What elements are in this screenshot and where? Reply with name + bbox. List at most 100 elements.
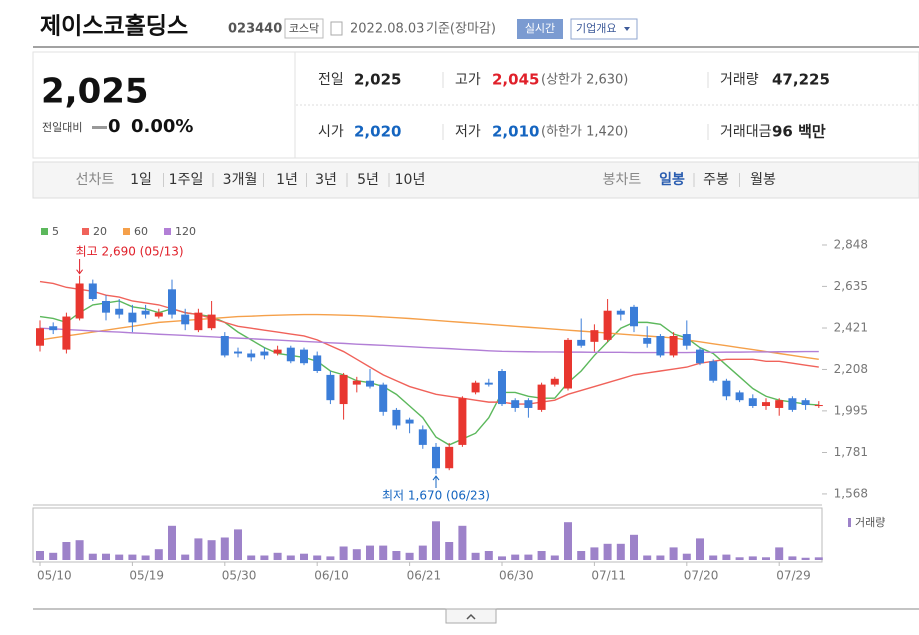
- candle-body: [524, 400, 533, 408]
- x-tick-label: 06/30: [499, 569, 534, 583]
- volume-bar: [234, 529, 242, 560]
- volume-bar: [88, 553, 97, 560]
- tab[interactable]: 일봉: [659, 172, 685, 188]
- tab[interactable]: 3개월: [223, 172, 258, 188]
- volume-bar: [550, 555, 559, 560]
- candle-body: [432, 446, 440, 469]
- candle-body: [788, 398, 797, 410]
- volume-bar: [405, 552, 414, 560]
- summary-value: 2,020: [354, 123, 401, 141]
- candle-body: [498, 371, 506, 405]
- volume-bar: [115, 554, 124, 560]
- candle-body: [154, 312, 163, 317]
- candle-body: [194, 312, 203, 331]
- candle-body: [801, 400, 810, 406]
- volume-bar: [814, 557, 823, 560]
- price: 2,025: [41, 72, 149, 112]
- tab[interactable]: 5년: [357, 172, 379, 188]
- candle-body: [247, 353, 256, 358]
- candle-body: [181, 314, 190, 325]
- max-annotation: 최고 2,690 (05/13): [76, 245, 184, 259]
- candle-body: [141, 310, 150, 315]
- candle-body: [656, 335, 665, 356]
- summary-value: 2,045: [492, 71, 539, 89]
- x-tick-label: 05/10: [37, 569, 72, 583]
- volume-bar: [445, 542, 454, 560]
- volume-bar: [564, 522, 572, 560]
- tab[interactable]: 10년: [395, 172, 426, 188]
- y-tick-label: 1,781: [834, 445, 868, 459]
- summary-label: 전일: [318, 72, 344, 88]
- tab[interactable]: 월봉: [750, 172, 776, 188]
- company-button[interactable]: [570, 18, 638, 40]
- flat-icon: [92, 126, 107, 129]
- candle-body: [550, 378, 559, 385]
- candle-body: [300, 349, 308, 364]
- ma-line: [39, 327, 819, 354]
- volume-bar: [313, 555, 322, 560]
- tab[interactable]: 1주일: [169, 172, 204, 188]
- volume-bar: [432, 521, 440, 560]
- volume-bar: [154, 549, 163, 560]
- volume-bar: [788, 556, 797, 560]
- volume-bar: [524, 554, 533, 560]
- volume-bar: [537, 551, 546, 560]
- volume-bar: [339, 546, 348, 560]
- candle-body: [643, 337, 652, 344]
- candle-body: [339, 374, 348, 405]
- min-arrowhead: [432, 475, 440, 481]
- candle-body: [458, 398, 467, 445]
- tab[interactable]: 1일: [130, 172, 152, 188]
- date: 2022.08.03: [350, 22, 424, 37]
- legend-swatch: [164, 228, 171, 235]
- volume-bar: [616, 543, 625, 560]
- candle-body: [234, 351, 242, 354]
- code: 023440: [228, 22, 282, 37]
- candle-body: [696, 349, 704, 364]
- volume-bar: [511, 554, 520, 560]
- candle-body: [286, 347, 295, 362]
- dropdown-icon: [624, 27, 630, 31]
- tab[interactable]: 1년: [276, 172, 298, 188]
- tab-group-label: 봉차트: [603, 172, 642, 188]
- candle-body: [128, 312, 137, 323]
- x-tick-label: 07/11: [591, 569, 626, 583]
- x-tick-label: 07/20: [684, 569, 719, 583]
- candle-body: [405, 419, 414, 424]
- realtime[interactable]: 실시간: [525, 22, 555, 35]
- candle-body: [564, 339, 572, 389]
- y-tick-label: 2,848: [834, 237, 868, 251]
- x-tick-label: 06/21: [407, 569, 442, 583]
- volume-bar: [128, 554, 137, 560]
- candle-body: [49, 326, 58, 331]
- summary-items: 전일 2,025 고가 2,045 (상한가 2,630) 거래량 47,225 시가 2,02…: [318, 71, 830, 141]
- summary-label: 시가: [318, 124, 344, 140]
- candle-body: [682, 334, 691, 346]
- summary-label: 저가: [455, 124, 481, 140]
- tab[interactable]: 주봉: [703, 172, 729, 188]
- candle-body: [168, 289, 176, 315]
- collapse-icon: [466, 613, 476, 620]
- candle-body: [207, 314, 216, 329]
- company-info[interactable]: 기업개요: [576, 22, 616, 35]
- volume-bar: [669, 547, 678, 560]
- volume-bar: [471, 552, 480, 560]
- volume-bar: [194, 538, 203, 560]
- market-badge: [284, 18, 324, 39]
- candle-body: [709, 361, 718, 381]
- volume-bar: [775, 547, 784, 560]
- volume-bar: [748, 556, 757, 560]
- tab[interactable]: 3년: [315, 172, 337, 188]
- chart: 5 20 60 120 2,848 2,635 2,421 2,208 1,995 1,781 1,…: [32, 225, 885, 583]
- change: 0: [108, 116, 121, 137]
- candle-body: [669, 335, 678, 356]
- realtime-button[interactable]: [517, 19, 563, 39]
- volume-bar: [102, 553, 110, 560]
- title: 제이스코홀딩스: [40, 14, 188, 40]
- calendar-icon: [330, 21, 343, 36]
- candle-body: [326, 374, 335, 401]
- summary-value: 96 백만: [772, 123, 826, 141]
- candle-body: [379, 384, 388, 412]
- legend-label: 20: [93, 225, 107, 238]
